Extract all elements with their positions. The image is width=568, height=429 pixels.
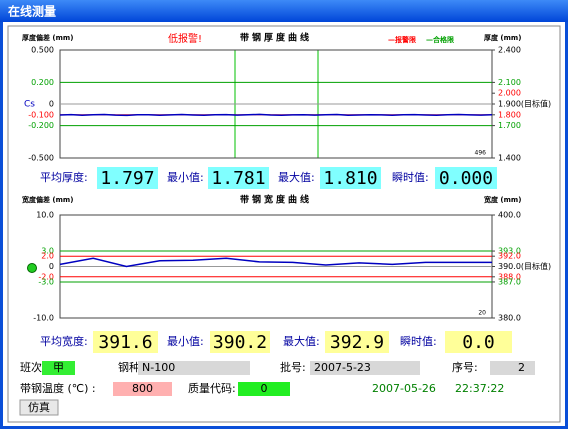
y2-tick-label: 400.0 [498,211,521,220]
y-axis-label: 厚度偏差 (mm) [22,33,73,42]
stat-label: 最大值: [278,170,315,184]
data-line [59,257,492,268]
stat-label: 瞬时值: [392,171,429,184]
stat-value: 1.797 [100,168,154,189]
data-line [59,113,493,117]
y2-tick-label: 380.0 [498,314,521,323]
stat-value: 1.781 [211,168,265,189]
info-box [138,361,250,375]
info-value: 0 [261,382,268,395]
stat-box [320,167,381,189]
y-tick-label: -3.0 [38,277,54,286]
stat-value: 391.6 [98,332,152,353]
window-title: 在线测量 [8,4,56,19]
stat-label: 最小值: [167,171,204,184]
stat-label: 平均厚度: [40,170,88,184]
y2-tick-label: 388.0 [498,272,521,281]
info-box [113,382,172,396]
y2-axis-label: 厚度 (mm) [484,33,521,42]
stat-label: 平均宽度: [40,334,88,348]
title-bar [0,0,568,22]
stat-value: 1.810 [323,168,377,189]
info-box [42,361,75,375]
window-body [3,22,565,426]
y-tick-label: -0.500 [28,154,54,163]
count-label: 496 [475,150,487,157]
y-tick-label: 0.200 [31,78,54,87]
time: 22:37:22 [455,382,504,395]
stat-value: 392.9 [330,332,384,353]
info-value: 甲 [53,361,64,374]
y2-tick-label: 1.900(目标值) [498,99,551,109]
status-light [27,263,37,273]
side-label: Cs [24,100,35,110]
y2-tick-label: 1.700 [498,121,521,130]
y2-tick-label: 2.100 [498,78,521,87]
alarm: 低报警! [168,32,202,45]
y2-tick-label: 393.0 [498,247,521,256]
y-tick-label: 2.0 [41,252,54,261]
info-label: 钢种: [118,360,144,374]
stat-box [93,331,158,353]
stat-label: 瞬时值: [400,335,437,348]
stat-box [325,331,389,353]
info-value: 2007-5-23 [314,361,371,374]
y2-axis-label: 宽度 (mm) [483,195,521,204]
y-axis-label: 宽度偏差 (mm) [21,195,73,204]
stat-box [97,167,158,189]
y-tick-label: -10.0 [33,314,54,323]
y2-tick-label: 390.0(目标值) [498,261,551,271]
info-box [238,382,290,396]
stat-box [208,167,269,189]
y2-tick-label: 1.800 [498,110,521,119]
info-label: 带钢温度 (℃) : [20,381,96,395]
stat-box [435,167,497,189]
info-label: 批号: [280,360,306,374]
info-value: 800 [132,382,153,395]
y2-tick-label: 1.400 [498,154,521,163]
panel-border [7,25,561,423]
y-tick-label: -2.0 [38,272,54,281]
info-label: 序号: [452,360,478,374]
stat-value: 390.2 [213,332,267,353]
y-tick-label: -0.100 [28,110,54,119]
count-label: 20 [478,310,486,317]
y-tick-label: 3.0 [41,247,54,256]
chart-title: 带钢厚度曲线 [240,32,312,44]
info-value: N-100 [142,361,175,374]
button-label[interactable]: 仿真 [28,400,50,414]
y-tick-label: 0 [49,100,54,109]
info-box [490,361,535,375]
stat-label: 最大值: [283,334,320,348]
y2-tick-label: 392.0 [498,252,521,261]
y2-tick-label: 2.400 [498,46,521,55]
stat-box [210,331,270,353]
info-box [310,361,420,375]
legend-entry: —合格限 [426,35,455,44]
stat-label: 最小值: [167,335,204,348]
legend-entry: —报警限 [388,35,417,44]
info-label: 班次: [20,360,46,374]
chart-title: 带钢宽度曲线 [240,194,312,206]
info-label: 质量代码: [188,382,236,395]
y2-tick-label: 387.0 [498,277,521,286]
y-tick-label: -0.200 [28,121,54,130]
date: 2007-05-26 [372,382,436,395]
stat-box [445,331,512,353]
y2-tick-label: 2.000 [498,89,521,98]
info-value: 2 [518,361,525,374]
y-tick-label: 10.0 [36,211,54,220]
button[interactable] [19,399,59,416]
stat-value: 0.000 [439,168,493,189]
y-tick-label: 0 [49,262,54,271]
y-tick-label: 0.500 [31,46,54,55]
stat-value: 0.0 [462,332,495,353]
